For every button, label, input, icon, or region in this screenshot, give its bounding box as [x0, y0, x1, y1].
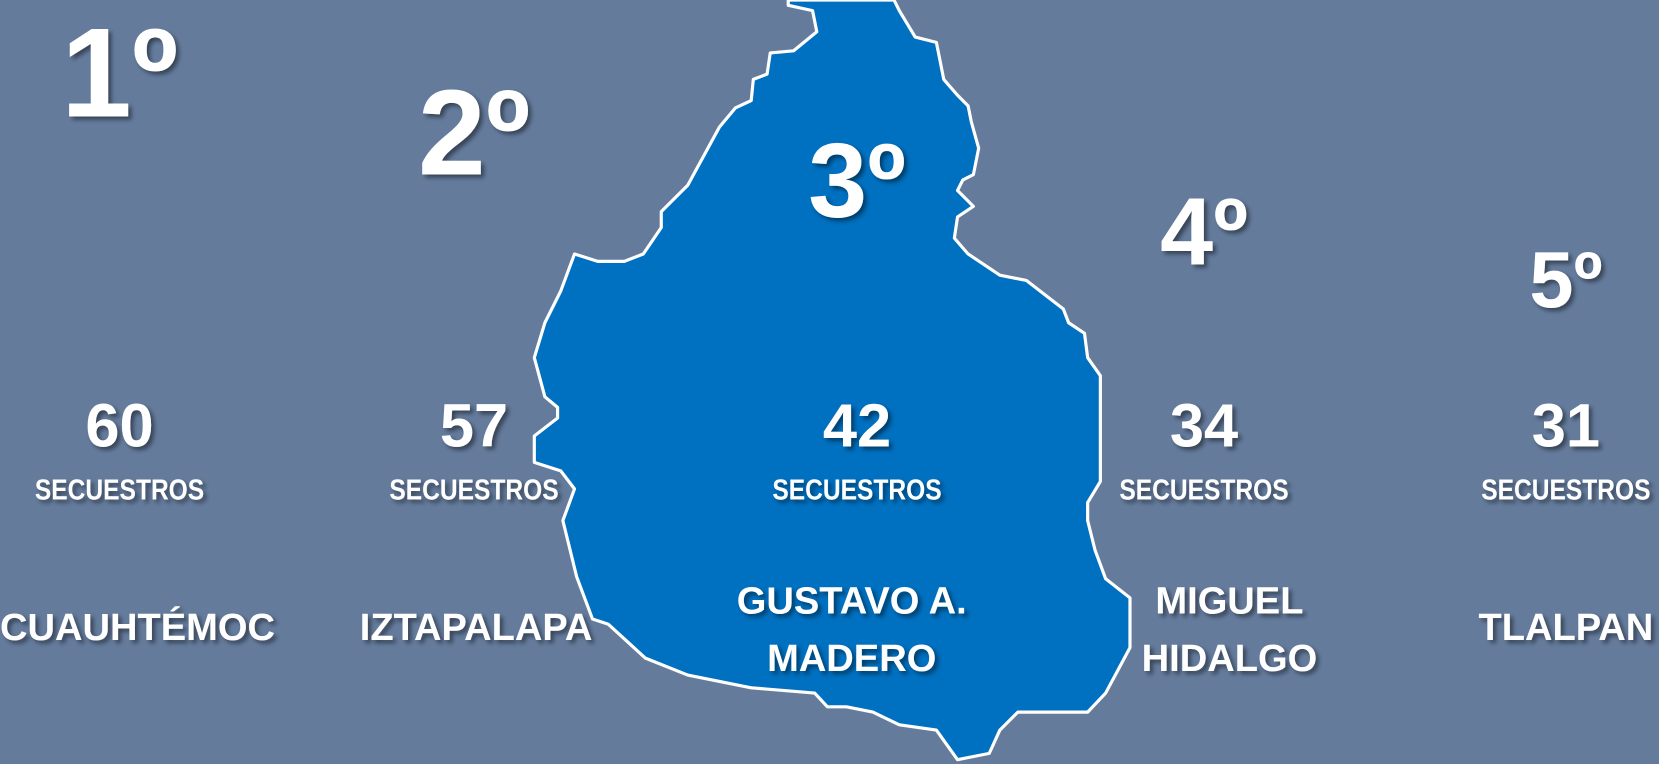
unit: SECUESTROS — [389, 474, 558, 506]
value: 34 — [1170, 392, 1238, 461]
unit: SECUESTROS — [1481, 474, 1650, 506]
rank: 2º — [418, 65, 530, 201]
district-name: CUAUHTÉMOC — [0, 605, 275, 649]
unit: SECUESTROS — [1119, 474, 1288, 506]
value: 57 — [440, 392, 508, 461]
rank: 4º — [1160, 180, 1248, 286]
district-name: HIDALGO — [1142, 638, 1318, 680]
rank: 5º — [1529, 235, 1602, 324]
district-name: GUSTAVO A. — [737, 581, 967, 623]
rank: 3º — [808, 122, 905, 240]
district-name: MADERO — [767, 638, 936, 680]
borough-map — [532, 0, 1132, 762]
unit: SECUESTROS — [772, 474, 941, 506]
district-name: MIGUEL — [1155, 581, 1303, 623]
value: 60 — [85, 392, 153, 461]
rank: 1º — [61, 1, 178, 143]
district-name: TLALPAN — [1478, 607, 1653, 649]
value: 31 — [1532, 392, 1600, 461]
district-name: IZTAPALAPA — [360, 607, 593, 649]
unit: SECUESTROS — [35, 474, 204, 506]
value: 42 — [823, 392, 891, 461]
